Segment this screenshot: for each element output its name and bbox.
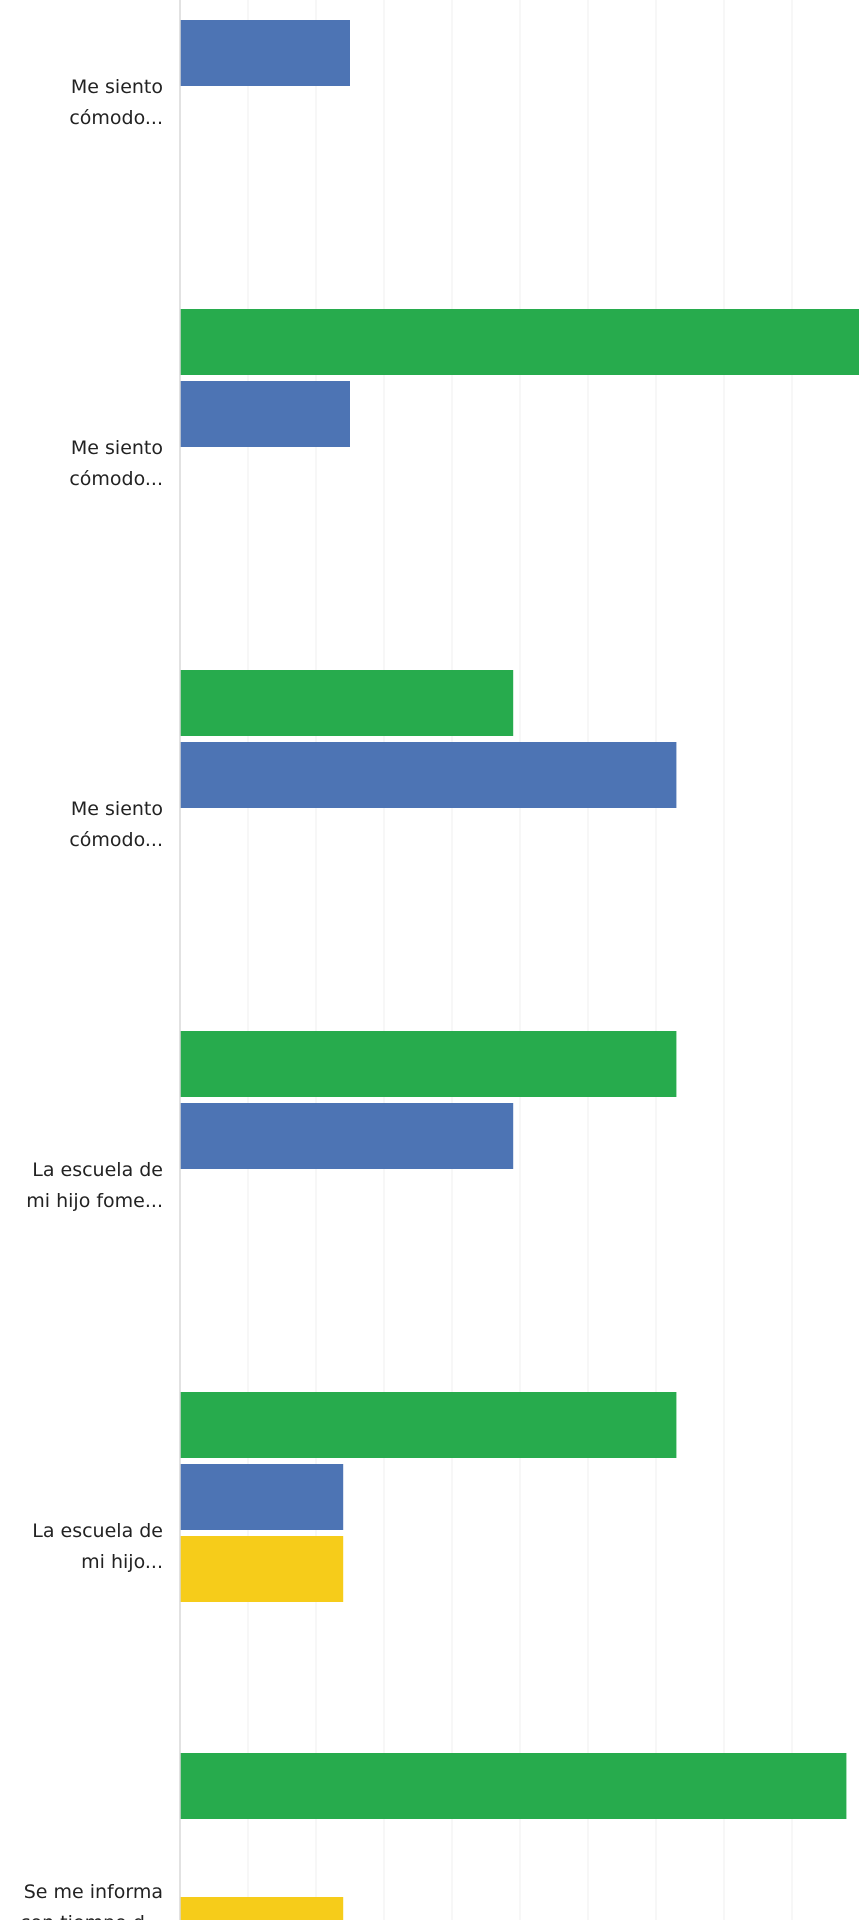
category-label-3-line-1: Me siento — [71, 798, 163, 820]
bar-1-5 — [180, 1392, 677, 1458]
bar-2-4 — [180, 1103, 514, 1169]
category-label-5-line-2: mi hijo... — [81, 1551, 163, 1573]
bar-2-2 — [180, 381, 350, 447]
bar-3-6 — [180, 1897, 344, 1920]
bar-1-4 — [180, 1031, 677, 1097]
bar-2-5 — [180, 1464, 344, 1530]
category-label-2-line-1: Me siento — [71, 437, 163, 459]
category-label-1-line-1: Me siento — [71, 76, 163, 98]
category-label-5-line-1: La escuela de — [32, 1520, 163, 1542]
bar-1-2 — [180, 309, 859, 375]
category-label-6-line-2: con tiempo d... — [20, 1912, 163, 1920]
category-label-6-line-1: Se me informa — [24, 1881, 163, 1903]
category-label-4-line-2: mi hijo fome... — [26, 1190, 163, 1212]
bar-2-3 — [180, 742, 677, 808]
bar-1-6 — [180, 1753, 847, 1819]
category-label-1-line-2: cómodo... — [69, 107, 163, 129]
category-label-4-line-1: La escuela de — [32, 1159, 163, 1181]
category-label-2-line-2: cómodo... — [69, 468, 163, 490]
bar-2-1 — [180, 20, 350, 86]
bar-3-5 — [180, 1536, 344, 1602]
bar-1-3 — [180, 670, 514, 736]
category-label-3-line-2: cómodo... — [69, 829, 163, 851]
